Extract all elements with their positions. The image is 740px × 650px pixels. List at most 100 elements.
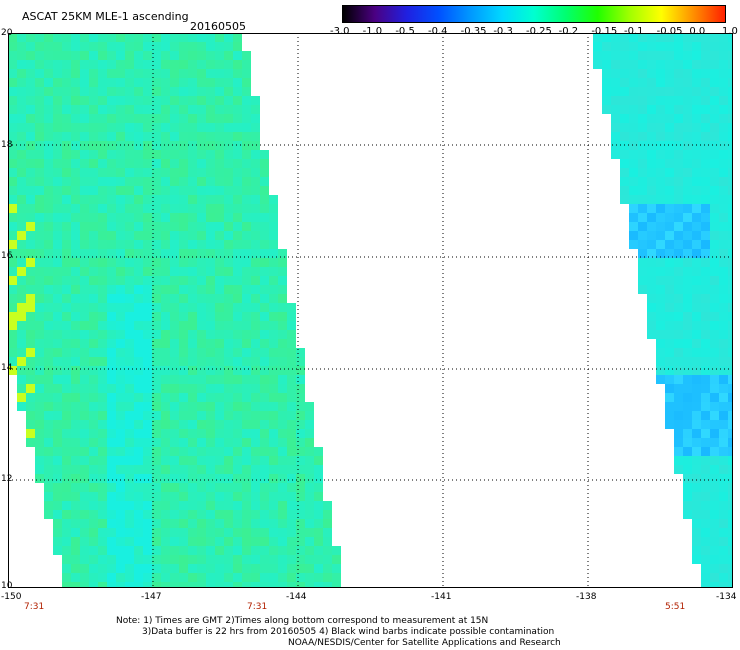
swath-cell bbox=[107, 465, 116, 474]
swath-cell bbox=[701, 483, 710, 492]
swath-cell bbox=[197, 402, 206, 411]
swath-cell bbox=[80, 465, 89, 474]
swath-cell bbox=[26, 69, 35, 78]
swath-cell bbox=[665, 168, 674, 177]
swath-cell bbox=[251, 501, 260, 510]
swath-cell bbox=[143, 366, 152, 375]
swath-cell bbox=[215, 438, 224, 447]
swath-cell bbox=[44, 330, 53, 339]
swath-cell bbox=[134, 141, 143, 150]
swath-cell bbox=[728, 249, 733, 258]
swath-cell bbox=[701, 312, 710, 321]
swath-cell bbox=[107, 348, 116, 357]
swath-cell bbox=[269, 420, 278, 429]
swath-cell bbox=[278, 483, 287, 492]
swath-cell bbox=[62, 483, 71, 492]
swath-cell bbox=[665, 339, 674, 348]
swath-cell bbox=[719, 42, 728, 51]
swath-cell bbox=[134, 402, 143, 411]
swath-cell bbox=[53, 294, 62, 303]
swath-cell bbox=[206, 366, 215, 375]
swath-cell bbox=[251, 357, 260, 366]
swath-cell bbox=[125, 141, 134, 150]
swath-cell bbox=[197, 222, 206, 231]
swath-cell bbox=[170, 582, 179, 588]
swath-cell bbox=[620, 168, 629, 177]
swath-cell bbox=[611, 150, 620, 159]
swath-cell bbox=[692, 276, 701, 285]
swath-cell bbox=[719, 276, 728, 285]
swath-cell bbox=[701, 294, 710, 303]
swath-cell bbox=[26, 141, 35, 150]
swath-cell bbox=[251, 465, 260, 474]
swath-cell bbox=[710, 519, 719, 528]
swath-cell bbox=[683, 474, 692, 483]
swath-cell bbox=[116, 231, 125, 240]
swath-cell bbox=[143, 546, 152, 555]
swath-cell bbox=[278, 528, 287, 537]
swath-cell bbox=[701, 105, 710, 114]
swath-cell bbox=[179, 141, 188, 150]
swath-cell bbox=[206, 375, 215, 384]
swath-cell bbox=[251, 96, 260, 105]
swath-cell bbox=[62, 204, 71, 213]
swath-cell bbox=[233, 474, 242, 483]
swath-cell bbox=[692, 456, 701, 465]
swath-cell bbox=[224, 69, 233, 78]
swath-cell bbox=[17, 375, 26, 384]
swath-cell bbox=[53, 537, 62, 546]
swath-cell bbox=[134, 339, 143, 348]
swath-cell bbox=[233, 546, 242, 555]
swath-cell bbox=[242, 96, 251, 105]
swath-cell bbox=[305, 537, 314, 546]
swath-cell bbox=[62, 249, 71, 258]
swath-cell bbox=[233, 195, 242, 204]
swath-cell bbox=[116, 366, 125, 375]
swath-cell bbox=[170, 528, 179, 537]
swath-cell bbox=[674, 168, 683, 177]
swath-cell bbox=[35, 312, 44, 321]
swath-cell bbox=[224, 222, 233, 231]
swath-cell bbox=[197, 69, 206, 78]
swath-cell bbox=[53, 438, 62, 447]
swath-cell bbox=[179, 582, 188, 588]
swath-cell bbox=[314, 456, 323, 465]
swath-cell bbox=[701, 96, 710, 105]
swath-cell bbox=[692, 231, 701, 240]
swath-cell bbox=[188, 177, 197, 186]
swath-cell bbox=[170, 303, 179, 312]
swath-cell bbox=[89, 492, 98, 501]
swath-cell bbox=[305, 420, 314, 429]
swath-cell bbox=[278, 339, 287, 348]
swath-cell bbox=[719, 159, 728, 168]
swath-cell bbox=[170, 339, 179, 348]
swath-cell bbox=[647, 123, 656, 132]
colorbar-tick-label: -0.4 bbox=[428, 26, 448, 37]
swath-cell bbox=[719, 33, 728, 42]
swath-cell bbox=[683, 195, 692, 204]
swath-cell bbox=[638, 141, 647, 150]
swath-cell bbox=[251, 555, 260, 564]
swath-cell bbox=[701, 258, 710, 267]
swath-cell bbox=[332, 555, 341, 564]
swath-cell bbox=[197, 177, 206, 186]
swath-cell bbox=[62, 168, 71, 177]
swath-cell bbox=[728, 285, 733, 294]
swath-cell bbox=[26, 303, 35, 312]
swath-cell bbox=[215, 60, 224, 69]
swath-cell bbox=[116, 312, 125, 321]
swath-cell bbox=[701, 231, 710, 240]
swath-cell bbox=[125, 537, 134, 546]
swath-cell bbox=[602, 69, 611, 78]
swath-cell bbox=[152, 339, 161, 348]
swath-cell bbox=[116, 492, 125, 501]
swath-cell bbox=[647, 195, 656, 204]
swath-cell bbox=[107, 528, 116, 537]
swath-cell bbox=[647, 312, 656, 321]
swath-cell bbox=[719, 438, 728, 447]
map-frame bbox=[8, 33, 733, 588]
swath-cell bbox=[143, 555, 152, 564]
swath-cell bbox=[170, 348, 179, 357]
swath-cell bbox=[53, 69, 62, 78]
swath-cell bbox=[161, 114, 170, 123]
